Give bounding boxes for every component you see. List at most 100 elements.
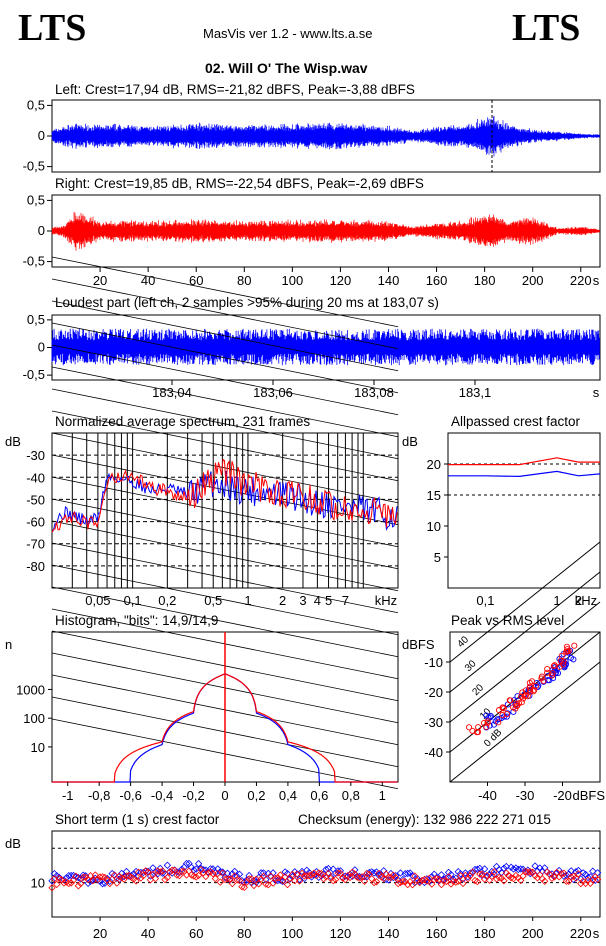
spectrum-unit-label: dB	[5, 434, 21, 449]
short-crest-point-right	[115, 872, 123, 881]
short-crest-point-left	[488, 867, 496, 876]
spectrum-xtick-label: 0,2	[158, 593, 176, 608]
crest-ap-series-left	[448, 470, 601, 478]
peak-rms-diagonal	[449, 571, 601, 693]
short-crest-point-right	[158, 867, 167, 875]
left-wave-title: Left: Crest=17,94 dB, RMS=-21,82 dBFS, P…	[55, 82, 415, 97]
short-crest-point-right	[235, 876, 244, 885]
short-crest-point-right	[178, 867, 186, 876]
short-crest-point-right	[77, 879, 85, 888]
peak-rms-point-right	[564, 648, 571, 655]
short-crest-point-right	[420, 875, 429, 884]
short-crest-point-left	[291, 868, 299, 876]
short-crest-point-right	[67, 879, 75, 887]
right-wave-xtick-label: 140	[378, 273, 400, 288]
crest-ap-series-right	[448, 457, 600, 466]
peak-rms-point-right	[503, 711, 510, 718]
short-crest-point-right	[55, 874, 63, 883]
short-crest-xtick-label: s	[593, 926, 600, 941]
short-crest-point-right	[120, 875, 128, 883]
peak-rms-point-right	[484, 719, 491, 726]
peak-rms-point-right	[531, 687, 538, 694]
short-crest-point-right	[456, 872, 465, 880]
short-crest-point-right	[408, 881, 417, 889]
histogram-xtick-label: 0,4	[279, 788, 297, 803]
short-crest-xtick-label: 200	[522, 926, 544, 941]
short-crest-point-right	[79, 873, 87, 881]
peak-rms-point-left	[544, 677, 551, 684]
peak-rms-point-right	[549, 670, 556, 677]
short-crest-point-left	[351, 866, 359, 874]
short-crest-point-right	[130, 875, 138, 883]
short-crest-point-right	[295, 877, 304, 885]
crest-ap-ytick-label: 20	[427, 457, 441, 472]
short-crest-point-right	[216, 878, 224, 886]
short-crest-point-right	[473, 877, 482, 886]
spectrum-series-left	[51, 470, 398, 533]
peak-rms-point-left	[544, 672, 551, 680]
short-crest-point-right	[336, 869, 345, 877]
spectrum-xtick-label: kHz	[375, 593, 397, 608]
short-crest-point-left	[48, 877, 56, 885]
spectrum-slope-line	[51, 256, 399, 328]
short-crest-point-right	[257, 875, 265, 883]
short-crest-point-left	[231, 867, 239, 876]
short-crest-point-left	[262, 875, 270, 884]
checksum-text: Checksum (energy): 132 986 222 271 015	[298, 812, 551, 827]
peak-rms-point-right	[564, 646, 571, 653]
spectrum-slope-line	[51, 410, 399, 482]
crest-ap-ytick-label: 5	[434, 550, 441, 565]
crest-ap-title: Allpassed crest factor	[451, 414, 581, 429]
histogram-xtick-label: -1	[62, 788, 74, 803]
short-crest-point-right	[509, 874, 518, 883]
short-crest-point-right	[214, 869, 222, 878]
short-crest-point-left	[84, 879, 92, 887]
histogram-xtick-label: 0,8	[342, 788, 360, 803]
histogram-xtick-label: 1	[379, 788, 386, 803]
histogram-xtick-label: -0,8	[88, 788, 110, 803]
short-crest-point-left	[447, 870, 455, 879]
peak-rms-point-right	[518, 693, 525, 700]
peak-rms-xtick-label: -20	[553, 788, 572, 803]
short-crest-point-right	[259, 872, 268, 881]
short-crest-point-right	[228, 879, 236, 888]
histogram-xtick-label: 0	[221, 788, 228, 803]
short-crest-point-right	[324, 869, 333, 878]
peak-rms-diag-label: 30	[463, 658, 479, 674]
spectrum-slope-line	[51, 564, 399, 636]
peak-rms-ytick-label: -30	[424, 715, 443, 730]
short-crest-point-left	[214, 865, 222, 873]
short-crest-point-left	[502, 862, 510, 871]
short-crest-point-right	[533, 874, 542, 882]
short-crest-point-left	[372, 868, 381, 876]
short-crest-point-right	[574, 870, 583, 878]
right-wave-xtick-label: 60	[189, 273, 203, 288]
right-wave-xtick-label: s	[593, 273, 600, 288]
short-crest-title: Short term (1 s) crest factor	[55, 812, 220, 827]
short-crest-point-right	[531, 872, 539, 880]
short-crest-point-right	[245, 875, 253, 883]
short-crest-point-left	[180, 863, 188, 871]
short-crest-point-right	[298, 869, 306, 878]
peak-rms-diagonal	[449, 601, 601, 723]
crest-ap-frame	[447, 432, 601, 589]
short-crest-point-left	[178, 865, 186, 873]
short-crest-point-left	[389, 873, 397, 882]
right-wave-title: Right: Crest=19,85 dB, RMS=-22,54 dBFS, …	[55, 176, 424, 191]
short-crest-point-right	[267, 872, 275, 880]
short-crest-point-right	[360, 877, 369, 885]
short-crest-point-right	[512, 871, 520, 880]
peak-rms-point-right	[557, 657, 564, 664]
spectrum-xtick-label: 0,5	[204, 593, 222, 608]
short-crest-point-left	[334, 867, 342, 875]
short-crest-point-right	[144, 868, 152, 876]
short-crest-point-left	[228, 870, 236, 878]
spectrum-xtick-label: 0,05	[85, 593, 110, 608]
short-crest-point-left	[271, 876, 280, 884]
spectrum-xtick-label: 7	[342, 593, 349, 608]
short-crest-point-right	[497, 874, 506, 882]
short-crest-point-left	[519, 865, 527, 873]
short-crest-point-right	[581, 879, 590, 888]
peak-rms-point-right	[499, 704, 506, 711]
loudest-ytick-label: 0,5	[27, 312, 45, 327]
